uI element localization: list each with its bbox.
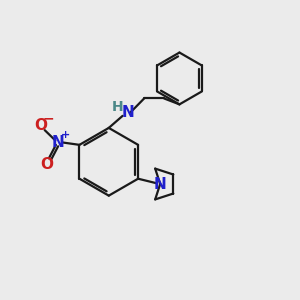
Text: O: O [35, 118, 48, 133]
Text: +: + [61, 130, 70, 140]
Text: N: N [52, 135, 64, 150]
Text: O: O [40, 157, 53, 172]
Text: −: − [43, 111, 54, 125]
Text: N: N [122, 105, 134, 120]
Text: H: H [112, 100, 123, 114]
Text: N: N [154, 176, 167, 191]
